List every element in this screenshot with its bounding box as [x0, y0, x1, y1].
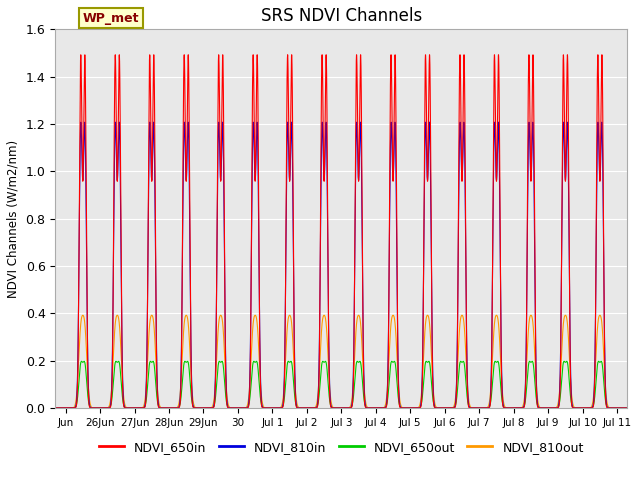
Title: SRS NDVI Channels: SRS NDVI Channels	[260, 7, 422, 25]
Text: WP_met: WP_met	[83, 12, 140, 24]
Y-axis label: NDVI Channels (W/m2/nm): NDVI Channels (W/m2/nm)	[7, 140, 20, 298]
Legend: NDVI_650in, NDVI_810in, NDVI_650out, NDVI_810out: NDVI_650in, NDVI_810in, NDVI_650out, NDV…	[94, 435, 589, 458]
